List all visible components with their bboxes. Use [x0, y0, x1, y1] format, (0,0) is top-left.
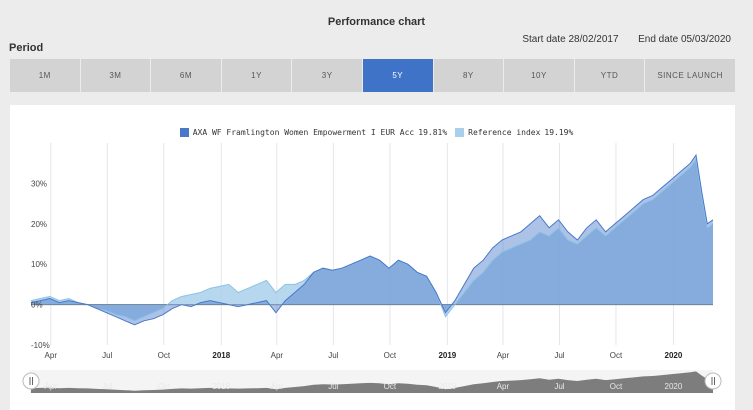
series-area-fund	[31, 155, 713, 325]
navigator-handle-left[interactable]	[22, 372, 40, 390]
y-tick-label: 30%	[31, 179, 47, 188]
tab-5y[interactable]: 5Y	[362, 59, 433, 92]
x-tick-label: Apr	[45, 351, 58, 360]
legend-label-reference: Reference index	[468, 128, 541, 137]
x-tick-label: Oct	[158, 351, 171, 360]
legend-value-reference: 19.19%	[544, 128, 574, 137]
navigator-tick-label: 2019	[438, 382, 456, 391]
legend-item-reference[interactable]: Reference index 19.19%	[455, 128, 573, 137]
handle-grip-icon	[714, 377, 715, 385]
y-tick-label: 10%	[31, 260, 47, 269]
navigator-tick-label: Jul	[328, 382, 338, 391]
navigator-tick-label: Jul	[554, 382, 564, 391]
y-tick-label: 20%	[31, 220, 47, 229]
navigator-area	[31, 371, 713, 393]
navigator-tick-label: Jul	[102, 382, 112, 391]
start-date-value[interactable]: 28/02/2017	[568, 34, 619, 45]
legend-value-fund: 19.81%	[418, 128, 448, 137]
navigator-tick-label: Apr	[497, 382, 510, 391]
navigator-tick-label: Oct	[610, 382, 623, 391]
navigator-tick-label: 2020	[665, 382, 683, 391]
series-area-reference	[31, 159, 713, 321]
x-tick-label: Apr	[497, 351, 510, 360]
chart-series	[30, 153, 714, 326]
tab-10y[interactable]: 10Y	[504, 59, 574, 92]
tab-3m[interactable]: 3M	[80, 59, 151, 92]
start-date-label: Start date	[522, 34, 566, 45]
handle-grip-icon	[29, 377, 31, 385]
navigator[interactable]: Apr Jul Oct 2018 Apr Jul Oct 2019 Apr Jul Oct 2020	[22, 370, 722, 393]
handle-grip-icon	[711, 377, 713, 385]
series-line-fund	[30, 153, 714, 326]
x-tick-label: Oct	[384, 351, 397, 360]
x-tick-label: 2018	[212, 351, 230, 360]
x-tick-label: Jul	[554, 351, 564, 360]
x-tick-label: Apr	[271, 351, 284, 360]
navigator-tick-label: Oct	[158, 382, 171, 391]
tab-3y[interactable]: 3Y	[292, 59, 362, 92]
x-axis: Apr Jul Oct 2018 Apr Jul Oct 2019 Apr Jul Oct 2020	[45, 351, 683, 360]
legend-swatch-reference	[455, 128, 465, 137]
navigator-tick-label: Apr	[271, 382, 284, 391]
legend-swatch-fund	[179, 128, 189, 137]
tab-6m[interactable]: 6M	[151, 59, 221, 92]
navigator-handle-right[interactable]	[704, 372, 722, 390]
legend-item-fund[interactable]: AXA WF Framlington Women Empowerment I E…	[179, 128, 448, 137]
end-date-value[interactable]: 05/03/2020	[680, 34, 731, 45]
tab-8y[interactable]: 8Y	[433, 59, 504, 92]
tab-ytd[interactable]: YTD	[574, 59, 645, 92]
date-range: Start date 28/02/2017 End date 05/03/202…	[522, 34, 731, 45]
y-tick-label: 0%	[31, 301, 43, 310]
chart-legend: AXA WF Framlington Women Empowerment I E…	[0, 128, 753, 137]
navigator-tick-label: Apr	[45, 382, 58, 391]
y-axis: 30% 20% 10% 0% -10%	[31, 179, 50, 350]
end-date-label: End date	[638, 34, 679, 45]
period-tabs: 1M 3M 6M 1Y 3Y 5Y 8Y 10Y YTD SINCE LAUNC…	[10, 59, 735, 92]
x-tick-label: 2019	[438, 351, 456, 360]
tab-1m[interactable]: 1M	[10, 59, 80, 92]
navigator-tick-label: Oct	[384, 382, 397, 391]
page-title: Performance chart	[327, 16, 426, 28]
tab-1y[interactable]: 1Y	[221, 59, 292, 92]
x-tick-label: Jul	[102, 351, 112, 360]
navigator-tick-label: 2018	[212, 382, 230, 391]
y-tick-label: -10%	[31, 341, 50, 350]
period-label: Period	[9, 42, 44, 54]
x-tick-label: 2020	[665, 351, 683, 360]
x-tick-label: Oct	[610, 351, 623, 360]
handle-grip-icon	[32, 377, 33, 385]
tab-since-launch[interactable]: SINCE LAUNCH	[645, 59, 735, 92]
x-tick-label: Jul	[328, 351, 338, 360]
legend-label-fund: AXA WF Framlington Women Empowerment I E…	[192, 128, 415, 137]
